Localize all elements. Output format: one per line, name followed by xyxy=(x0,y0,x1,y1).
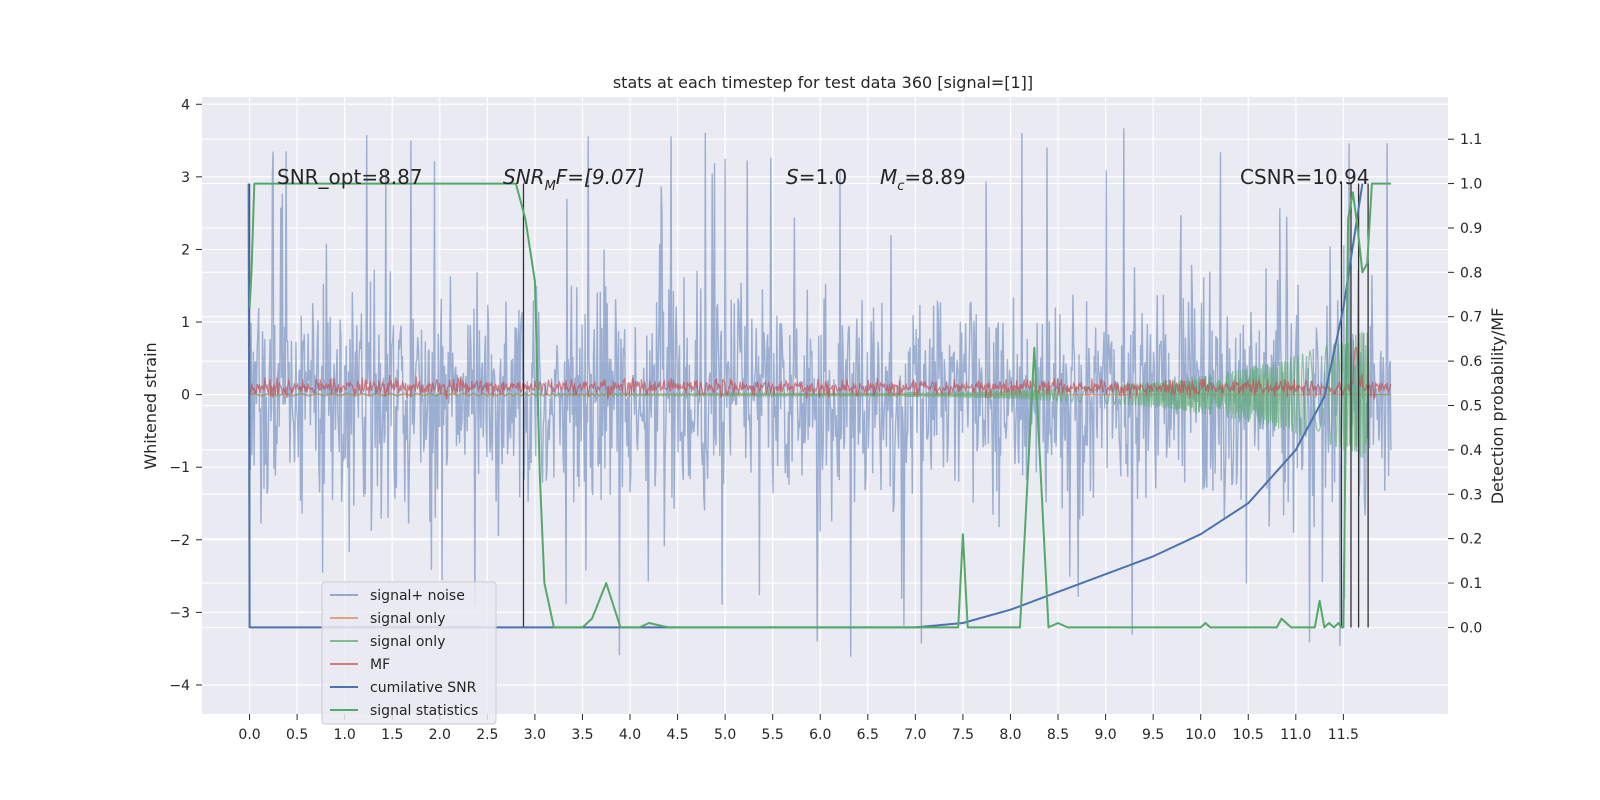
y-tick-label: −1 xyxy=(169,460,190,476)
x-tick-label: 0.0 xyxy=(238,727,260,743)
y-tick-label: 3 xyxy=(181,170,190,186)
annotation-snr-mf: SNRMF=[9.07] xyxy=(503,165,644,194)
x-tick-label: 5.5 xyxy=(762,727,784,743)
y2-tick-label: 0.4 xyxy=(1460,443,1482,459)
annotation-csnr: CSNR=10.94 xyxy=(1240,165,1370,189)
x-tick-label: 2.0 xyxy=(429,727,451,743)
x-tick-label: 1.0 xyxy=(334,727,356,743)
legend-label-mf: MF xyxy=(370,657,390,673)
y-axis-label: Whitened strain xyxy=(141,342,160,469)
annotation-mc-base: M xyxy=(880,165,897,189)
x-tick-label: 7.5 xyxy=(952,727,974,743)
annotation-snr-mf-base: SNR xyxy=(503,165,545,189)
x-tick-label: 4.5 xyxy=(666,727,688,743)
x-tick-label: 3.0 xyxy=(524,727,546,743)
x-tick-label: 6.5 xyxy=(857,727,879,743)
legend-label-signal-noise: signal+ noise xyxy=(370,588,465,604)
y2-tick-label: 0.2 xyxy=(1460,532,1482,548)
annotation-s: S=1.0 xyxy=(786,165,847,189)
legend-entry-signal-statistics: signal statistics xyxy=(330,703,478,719)
y2-tick-label: 0.9 xyxy=(1460,221,1482,237)
y2-tick-label: 0.0 xyxy=(1460,620,1482,636)
x-tick-label: 11.5 xyxy=(1328,727,1359,743)
y2-tick-label: 0.6 xyxy=(1460,354,1482,370)
x-tick-label: 9.5 xyxy=(1142,727,1164,743)
annotation-mc: Mc=8.89 xyxy=(880,165,966,194)
annotation-snr-opt: SNR_opt=8.87 xyxy=(277,165,423,189)
annotation-s-rest: =1.0 xyxy=(799,165,848,189)
x-tick-label: 9.0 xyxy=(1094,727,1116,743)
legend-label-signal-only: signal only xyxy=(370,611,445,627)
annotations: SNR_opt=8.87 SNRMF=[9.07] S=1.0 Mc=8.89 … xyxy=(277,165,1370,194)
x-tick-label: 11.0 xyxy=(1280,727,1311,743)
annotation-mc-sub: c xyxy=(897,179,904,194)
series-signal-statistics xyxy=(248,182,1391,629)
legend-label-cumilative-snr: cumilative SNR xyxy=(370,680,477,696)
chart-title: stats at each timestep for test data 360… xyxy=(613,73,1033,92)
x-tick-label: 7.0 xyxy=(904,727,926,743)
y2-tick-label: 0.7 xyxy=(1460,310,1482,326)
x-tick-label: 10.0 xyxy=(1185,727,1216,743)
y2-tick-label: 1.0 xyxy=(1460,177,1482,193)
data-layer xyxy=(247,128,1392,657)
annotation-s-var: S xyxy=(786,165,799,189)
y-tick-label: 0 xyxy=(181,388,190,404)
y-tick-label: −2 xyxy=(169,533,190,549)
x-tick-label: 6.0 xyxy=(809,727,831,743)
y2-tick-label: 0.8 xyxy=(1460,265,1482,281)
legend-label-signal-only-2: signal only xyxy=(370,634,445,650)
legend-label-signal-statistics: signal statistics xyxy=(370,703,478,719)
y-tick-label: 2 xyxy=(181,242,190,258)
x-tick-label: 5.0 xyxy=(714,727,736,743)
ticks: 0.0 0.5 1.0 1.5 2.0 2.5 3.0 3.5 4.0 4.5 5.0 5.5 6.0 6… xyxy=(169,97,1482,743)
x-tick-label: 8.0 xyxy=(999,727,1021,743)
legend-entry-signal-only-2: signal only xyxy=(330,634,445,650)
legend-entry-cumilative-snr: cumilative SNR xyxy=(330,680,477,696)
y2-tick-label: 0.3 xyxy=(1460,487,1482,503)
y-tick-label: 1 xyxy=(181,315,190,331)
legend-entry-mf: MF xyxy=(330,657,390,673)
legend: signal+ noise signal only signal only MF… xyxy=(321,581,497,725)
x-tick-label: 1.5 xyxy=(381,727,403,743)
annotation-snr-mf-sub: M xyxy=(545,179,556,194)
series-mf xyxy=(249,346,1392,400)
x-tick-label: 3.5 xyxy=(571,727,593,743)
series-signal-noise xyxy=(248,128,1392,657)
y-tick-label: −4 xyxy=(169,678,190,694)
y-tick-label: −3 xyxy=(169,605,190,621)
y2-tick-label: 1.1 xyxy=(1460,132,1482,148)
x-tick-label: 0.5 xyxy=(286,727,308,743)
x-tick-label: 2.5 xyxy=(476,727,498,743)
y2-axis-label: Detection probability/MF xyxy=(1488,308,1507,505)
x-tick-label: 10.5 xyxy=(1233,727,1264,743)
legend-box xyxy=(321,581,497,725)
y2-tick-label: 0.5 xyxy=(1460,399,1482,415)
x-tick-label: 8.5 xyxy=(1047,727,1069,743)
legend-entry-signal-only: signal only xyxy=(330,611,445,627)
y2-tick-label: 0.1 xyxy=(1460,576,1482,592)
y-tick-label: 4 xyxy=(181,97,190,113)
annotation-mc-rest: =8.89 xyxy=(904,165,965,189)
annotation-snr-mf-rest: F=[9.07] xyxy=(556,165,644,189)
legend-entry-signal-noise: signal+ noise xyxy=(330,588,465,604)
x-tick-label: 4.0 xyxy=(619,727,641,743)
